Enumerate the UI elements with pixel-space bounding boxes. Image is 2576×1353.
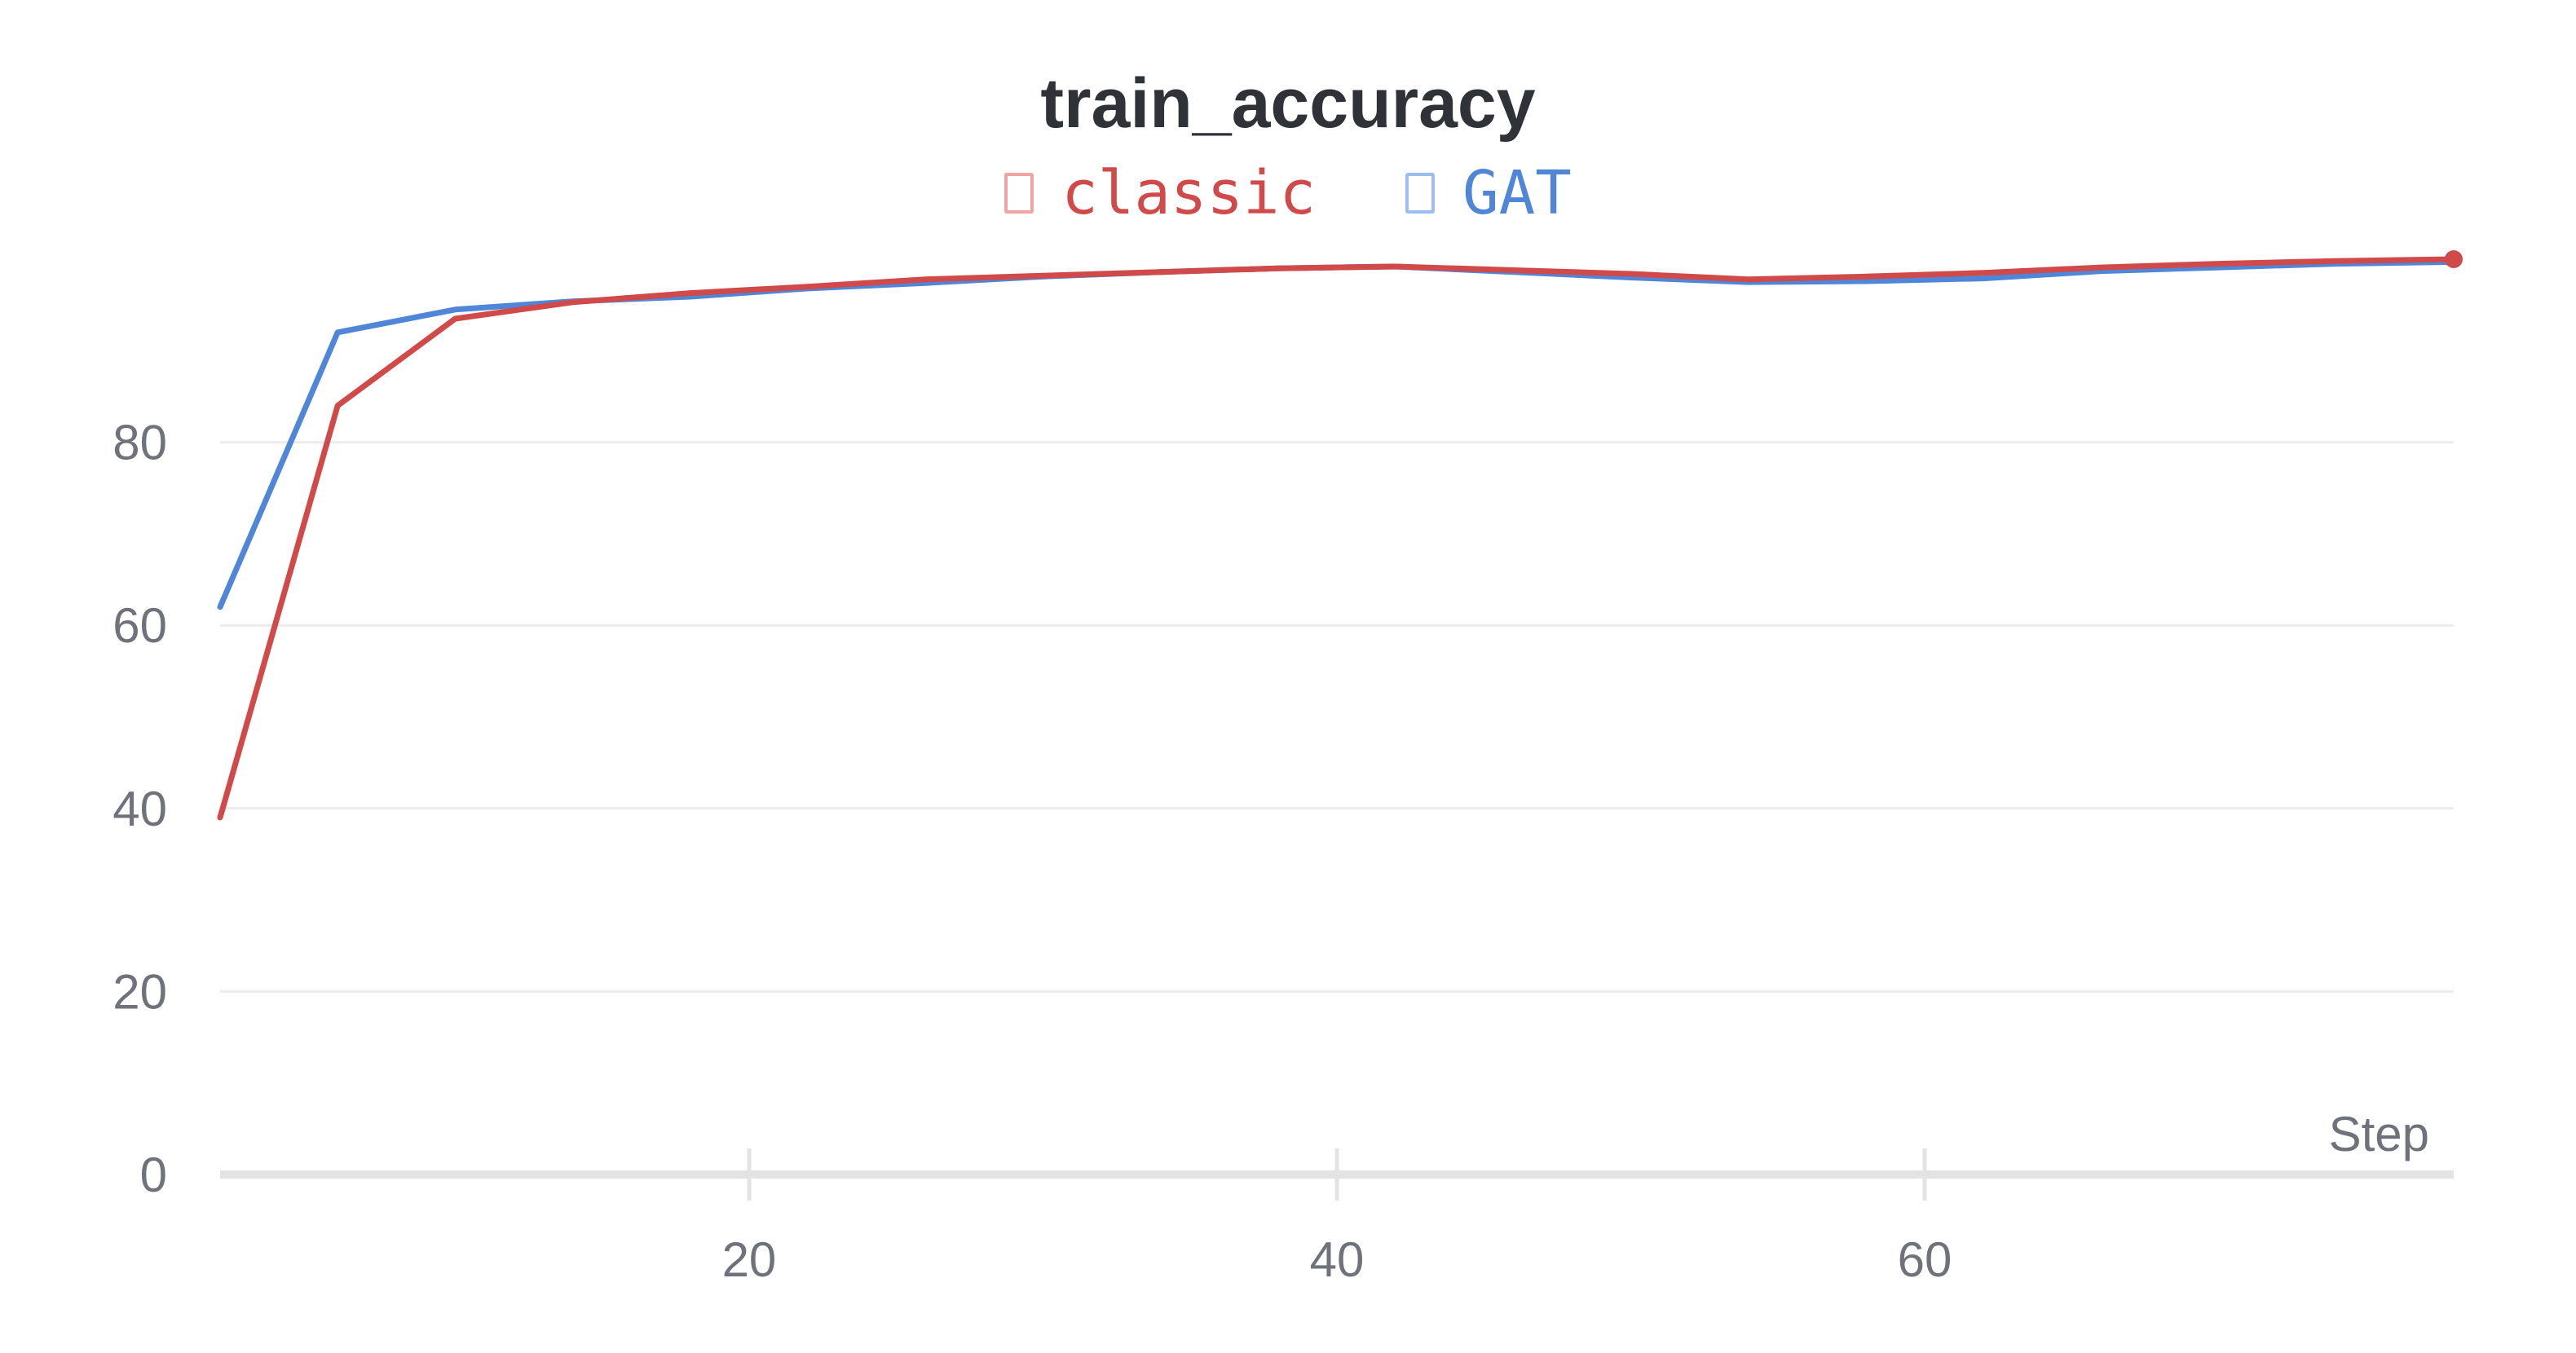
y-tick-label-80: 80 [112, 416, 167, 470]
x-tick-label-40: 40 [1310, 1232, 1365, 1287]
x-axis-label: Step [2329, 1107, 2429, 1161]
legend-label-gat: GAT [1462, 158, 1572, 228]
x-tick-label-60: 60 [1898, 1232, 1952, 1287]
legend-item-gat[interactable]: GAT [1405, 158, 1572, 228]
legend-swatch-classic [1004, 173, 1034, 214]
x-ticks: 20 40 60 [722, 1148, 1952, 1287]
series-line-classic[interactable] [217, 256, 2457, 821]
series-lines [217, 250, 2463, 821]
legend: classic GAT [0, 158, 2576, 228]
grid-lines [220, 441, 2454, 993]
legend-swatch-gat [1405, 173, 1436, 214]
legend-label-classic: classic [1061, 158, 1317, 228]
y-tick-label-0: 0 [140, 1148, 167, 1202]
y-tick-label-40: 40 [112, 782, 167, 836]
series-endpoint-classic[interactable] [2445, 250, 2463, 268]
x-tick-label-20: 20 [722, 1232, 777, 1287]
chart-title: train_accuracy [1040, 64, 1536, 143]
y-ticks: 0 20 40 60 80 [112, 416, 167, 1202]
series-line-gat[interactable] [217, 258, 2457, 610]
y-tick-label-20: 20 [112, 964, 167, 1019]
y-tick-label-60: 60 [112, 598, 167, 653]
legend-item-classic[interactable]: classic [1004, 158, 1316, 228]
